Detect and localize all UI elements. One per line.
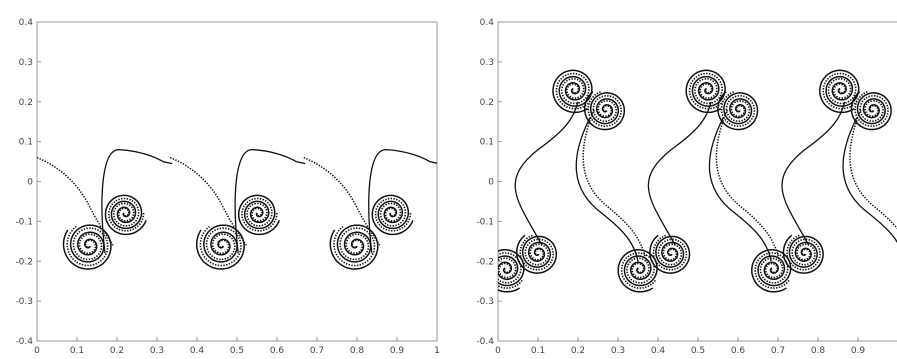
vortex-spiral-dotted [333,225,376,267]
y-tick-label: 0.4 [480,18,495,28]
y-tick-label: 0.1 [19,138,33,148]
y-tick-label: 0.3 [19,58,33,68]
vortex-spiral-dotted [620,252,657,289]
x-tick-label: 0.8 [350,346,365,356]
vortex-spiral-solid [329,224,379,270]
sheet-solid [647,101,712,246]
x-tick-label: 0.2 [110,346,124,356]
x-tick-label: 1 [434,346,440,356]
y-tick-label: -0.2 [476,257,494,267]
vortex-spiral-solid [498,249,525,293]
vortex-spiral-solid [819,69,860,114]
sheet-dotted [715,109,780,262]
y-tick-label: 0.4 [19,18,34,28]
vortex-spiral-solid [782,234,824,274]
y-tick-label: 0.3 [480,58,494,68]
vortex-spiral-solid [552,69,593,114]
vortex-spiral-dotted [66,225,109,267]
x-tick-label: 0.4 [651,346,666,356]
y-tick-label: -0.1 [476,217,494,227]
sheet-solid [368,148,437,254]
vortex-spiral-solid [237,194,280,236]
sheet-dotted [169,156,247,246]
vortex-spiral-dotted [241,197,278,232]
y-tick-label: -0.3 [15,297,33,307]
vortex-spiral-solid [104,194,147,236]
sheet-dotted [303,156,381,246]
x-tick-label: 0.6 [731,346,746,356]
plot-frame [36,21,438,342]
sheet-solid [514,101,579,246]
x-tick-label: 0.5 [230,346,244,356]
x-tick-label: 0.1 [531,346,545,356]
sheet-solid [234,148,306,254]
y-tick-label: -0.4 [15,337,33,347]
x-tick-label: 0.1 [70,346,84,356]
y-tick-label: 0 [27,178,33,188]
vortex-spiral-dotted [555,72,591,110]
x-tick-label: 0 [495,346,501,356]
vortex-spiral-solid [717,91,759,131]
vortex-spiral-dotted [107,197,145,232]
sheet-solid [781,101,846,246]
sheet-solid [575,117,639,262]
vortex-spiral-dotted [720,90,756,128]
y-tick-label: 0.1 [480,138,494,148]
vortex-spiral-dotted [822,72,858,110]
x-tick-label: 0.2 [571,346,585,356]
vortex-spiral-dotted [688,72,725,110]
vortex-spiral-solid [515,234,558,274]
y-tick-label: -0.4 [476,337,494,347]
vortex-spiral-solid [62,224,112,270]
vortex-spiral-solid [371,194,414,236]
vortex-spiral-dotted [199,225,242,267]
x-tick-label: 0.7 [310,346,324,356]
vortex-spiral-solid [617,249,658,293]
vortex-spiral-dotted [786,234,821,271]
x-tick-label: 0.6 [270,346,285,356]
vortex-spiral-dotted [374,197,412,232]
chart-panel-2: 0.40.30.20.10-0.1-0.2-0.3-0.40 0.1 0.2 0.3 0… [476,18,897,356]
sheet-solid [842,117,897,244]
x-tick-label: 0.4 [190,346,205,356]
chart-panel-1: 0.40.30.20.10-0.1-0.2-0.3-0.40 0.1 0.2 0.3 0… [15,18,439,356]
x-tick-label: 0.8 [811,346,826,356]
sheet-dotted [582,109,647,262]
x-tick-label: 0.9 [851,346,866,356]
vortex-spiral-dotted [519,234,554,271]
vortex-spiral-dotted [854,90,889,128]
x-tick-label: 0.5 [691,346,705,356]
vortex-spiral-solid [649,234,691,274]
vortex-spiral-dotted [652,234,688,271]
x-tick-label: 0.3 [611,346,625,356]
y-tick-label: -0.2 [15,257,33,267]
vortex-sheet-curves [498,69,897,293]
vortex-spiral-solid [850,91,892,131]
vortex-spiral-dotted [754,252,790,289]
vortex-spiral-solid [685,69,726,114]
vortex-spiral-dotted [498,252,523,289]
sheet-dotted [849,109,897,230]
y-tick-label: 0 [488,178,494,188]
sheet-solid [708,117,772,262]
vortex-spiral-solid [583,91,626,131]
x-tick-label: 0.7 [771,346,785,356]
x-tick-label: 0 [34,346,40,356]
x-tick-label: 0.3 [150,346,164,356]
y-tick-label: -0.1 [15,217,33,227]
vortex-spiral-solid [195,224,245,270]
x-tick-label: 0.9 [390,346,405,356]
vortex-sheet-curves [37,148,437,270]
vortex-spiral-solid [751,249,792,293]
y-tick-label: 0.2 [19,98,33,108]
sheet-dotted [37,156,114,246]
y-tick-label: 0.2 [480,98,494,108]
vortex-spiral-dotted [587,90,622,128]
y-tick-label: -0.3 [476,297,494,307]
sheet-solid [101,148,173,254]
